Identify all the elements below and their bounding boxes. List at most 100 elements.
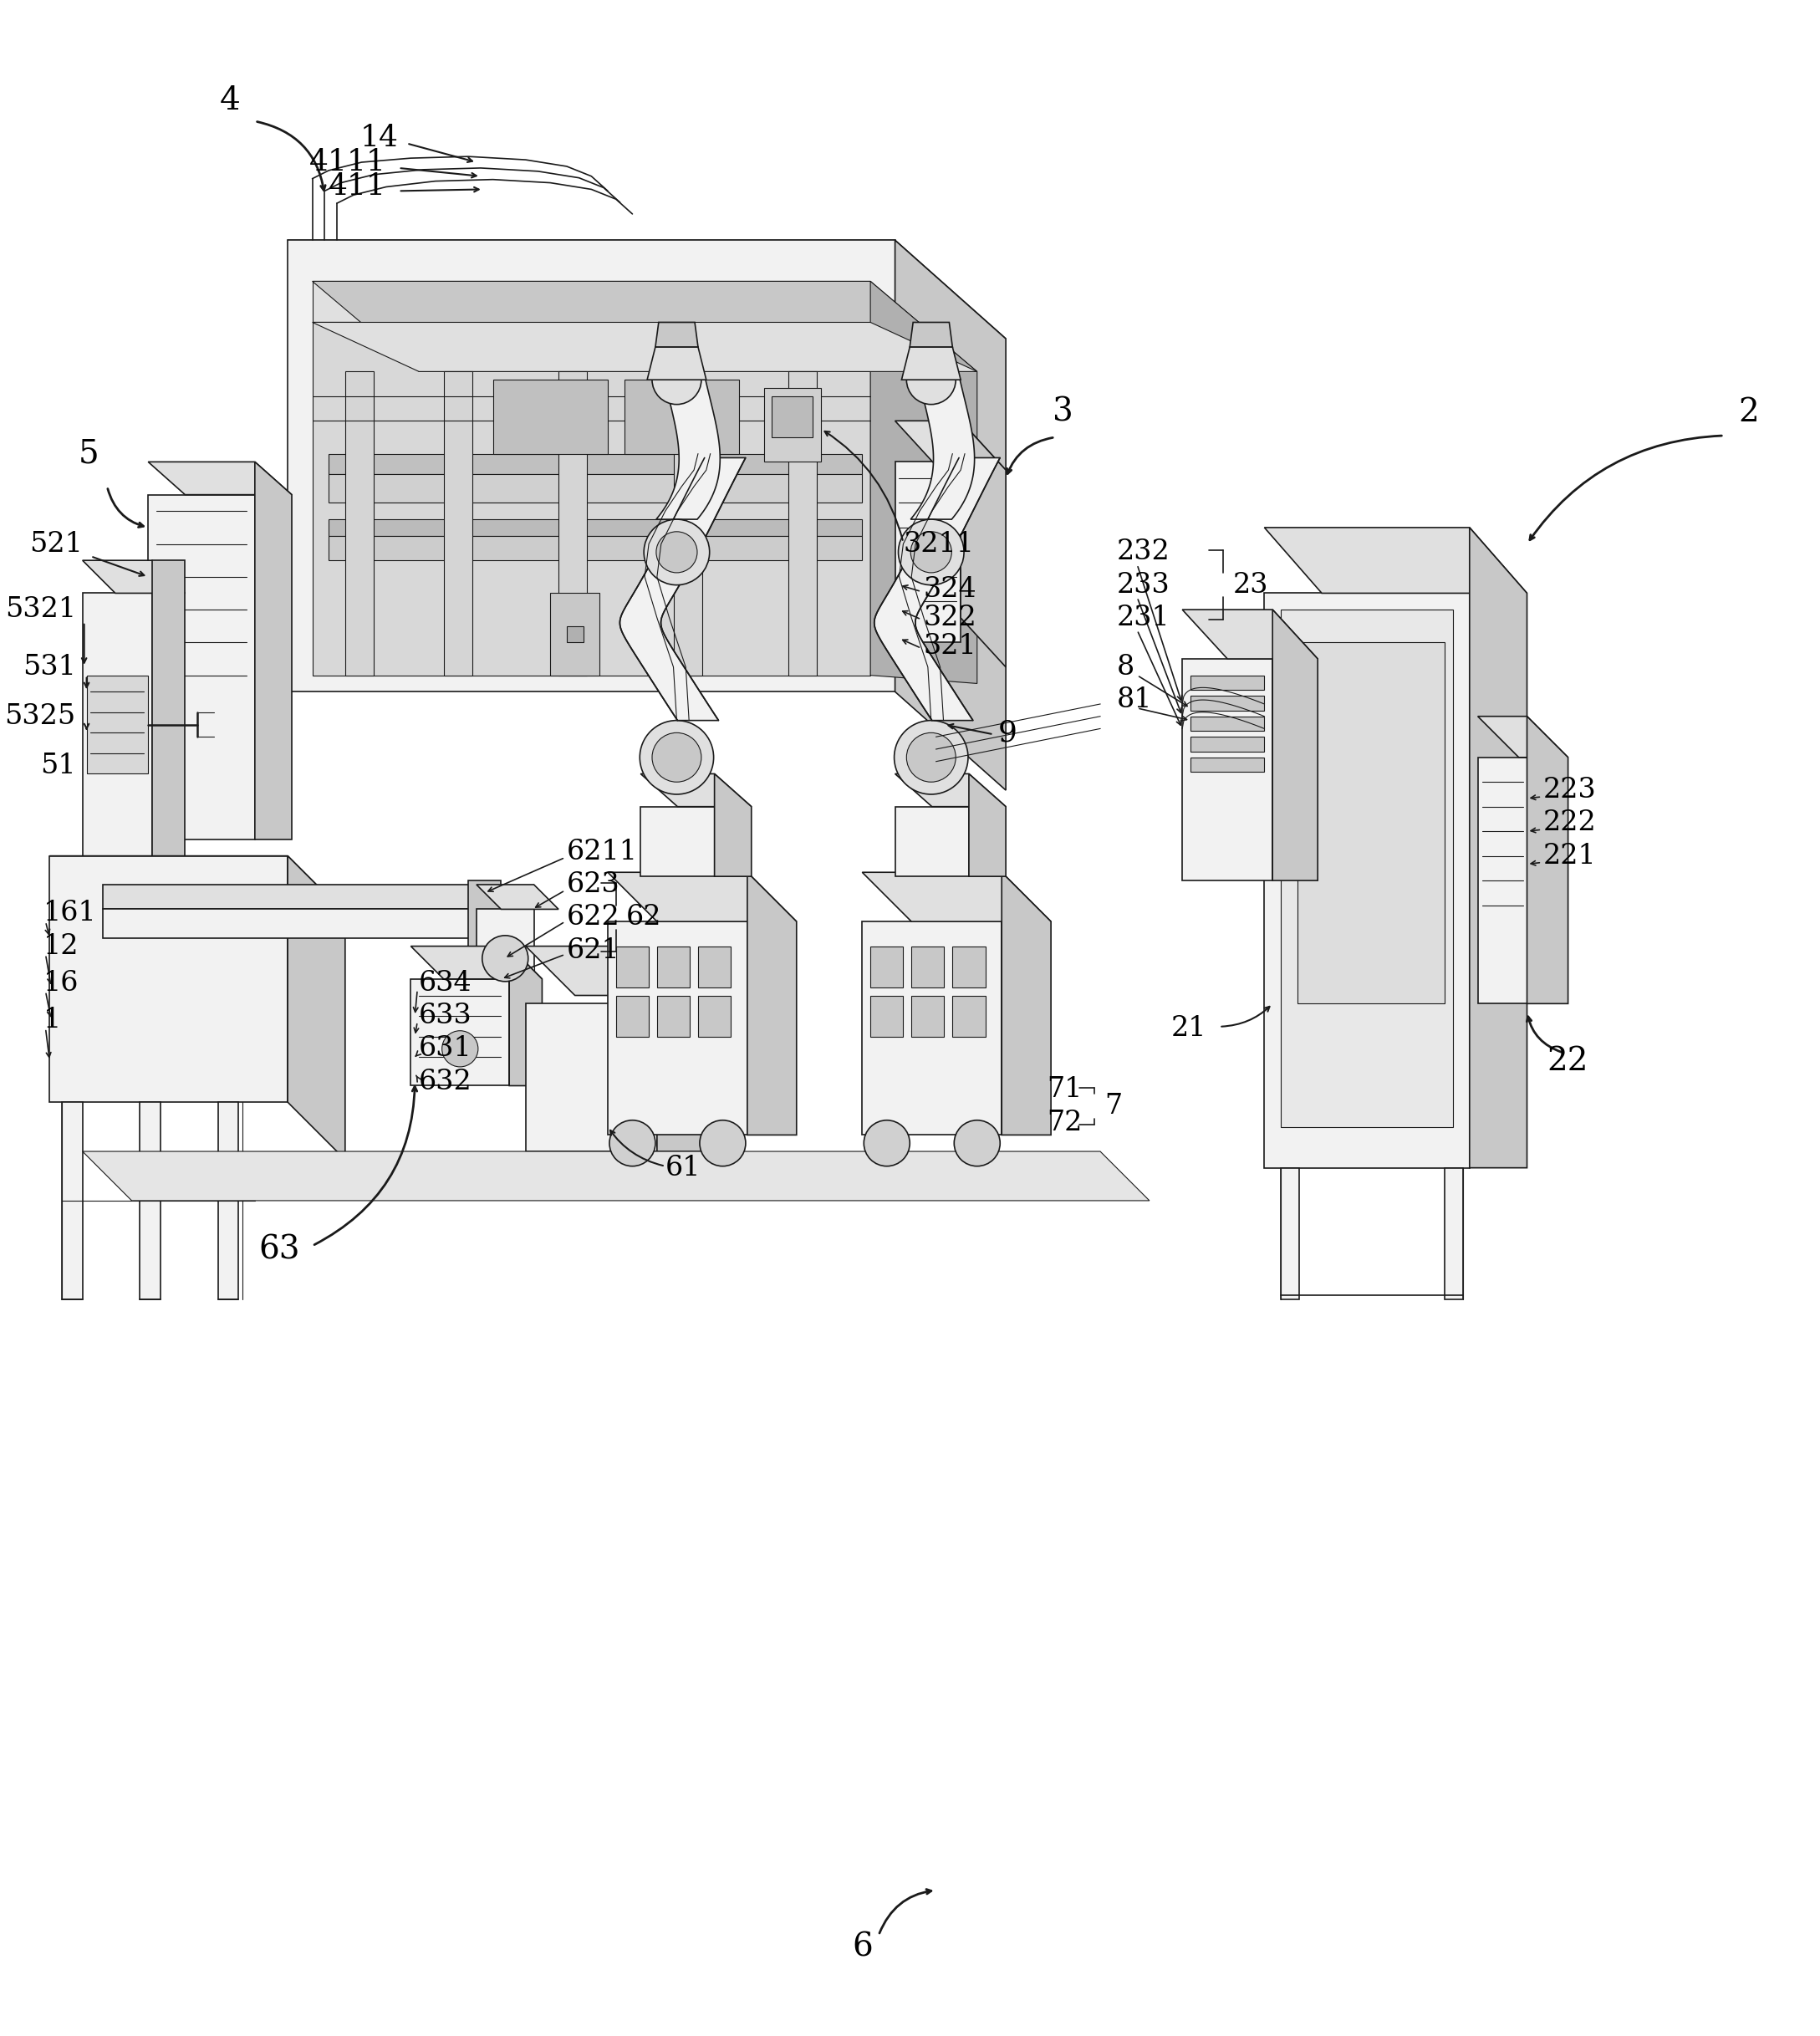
- Polygon shape: [153, 560, 186, 855]
- Polygon shape: [468, 880, 501, 947]
- Polygon shape: [566, 625, 582, 643]
- Polygon shape: [901, 346, 961, 381]
- Polygon shape: [313, 281, 870, 322]
- Text: 51: 51: [40, 751, 76, 780]
- Circle shape: [610, 1120, 655, 1167]
- Polygon shape: [641, 774, 752, 806]
- Circle shape: [906, 354, 955, 405]
- Polygon shape: [550, 592, 599, 676]
- Polygon shape: [255, 462, 291, 839]
- Text: 4111: 4111: [309, 149, 386, 177]
- Polygon shape: [1265, 527, 1527, 592]
- Polygon shape: [952, 996, 985, 1036]
- Text: 221: 221: [1543, 843, 1596, 869]
- Polygon shape: [748, 871, 797, 1134]
- Text: 16: 16: [44, 969, 78, 996]
- Polygon shape: [863, 871, 1050, 922]
- Polygon shape: [673, 371, 703, 676]
- Polygon shape: [895, 774, 1006, 806]
- Polygon shape: [329, 454, 863, 474]
- Polygon shape: [895, 421, 1006, 470]
- Polygon shape: [1190, 757, 1265, 772]
- Polygon shape: [1527, 717, 1569, 1004]
- Polygon shape: [313, 281, 977, 371]
- Circle shape: [652, 733, 701, 782]
- Text: 62: 62: [626, 904, 661, 930]
- Polygon shape: [863, 922, 1001, 1134]
- Polygon shape: [657, 371, 721, 519]
- Text: 161: 161: [44, 900, 96, 926]
- Polygon shape: [1183, 609, 1318, 660]
- Polygon shape: [874, 458, 999, 721]
- Polygon shape: [82, 1152, 1150, 1201]
- Polygon shape: [655, 322, 699, 346]
- Circle shape: [652, 354, 701, 405]
- Text: 321: 321: [925, 633, 977, 660]
- Polygon shape: [870, 281, 977, 684]
- Text: 61: 61: [666, 1154, 701, 1181]
- Polygon shape: [1272, 609, 1318, 880]
- Polygon shape: [444, 371, 473, 676]
- Polygon shape: [968, 774, 1006, 875]
- Text: 5: 5: [78, 438, 100, 468]
- Text: 231: 231: [1117, 605, 1170, 631]
- Polygon shape: [715, 774, 752, 875]
- Polygon shape: [657, 947, 706, 1152]
- Polygon shape: [608, 871, 797, 922]
- Polygon shape: [477, 884, 559, 910]
- Text: 222: 222: [1543, 810, 1596, 837]
- Text: 14: 14: [360, 124, 399, 153]
- Polygon shape: [526, 1004, 657, 1152]
- Polygon shape: [895, 240, 1006, 790]
- Polygon shape: [526, 947, 706, 996]
- Text: 631: 631: [419, 1036, 473, 1063]
- Polygon shape: [288, 855, 346, 1161]
- Polygon shape: [772, 397, 814, 438]
- Polygon shape: [1281, 609, 1452, 1126]
- Polygon shape: [1190, 676, 1265, 690]
- Polygon shape: [657, 996, 690, 1036]
- Text: 223: 223: [1543, 778, 1596, 804]
- Polygon shape: [657, 947, 690, 987]
- Polygon shape: [624, 381, 739, 454]
- Text: 322: 322: [925, 605, 977, 631]
- Text: 632: 632: [419, 1069, 473, 1095]
- Text: 63: 63: [258, 1234, 300, 1264]
- Text: 634: 634: [419, 969, 471, 996]
- Polygon shape: [1445, 1169, 1463, 1299]
- Polygon shape: [1190, 696, 1265, 711]
- Polygon shape: [147, 495, 255, 839]
- Text: 4: 4: [220, 86, 240, 116]
- Circle shape: [864, 1120, 910, 1167]
- Polygon shape: [1478, 717, 1569, 757]
- Polygon shape: [895, 462, 961, 643]
- Text: 7: 7: [1105, 1093, 1121, 1120]
- Text: 5321: 5321: [5, 597, 76, 623]
- Polygon shape: [49, 855, 288, 1101]
- Text: 232: 232: [1117, 540, 1170, 566]
- Text: 622: 622: [566, 904, 621, 930]
- Circle shape: [699, 1120, 746, 1167]
- Polygon shape: [346, 371, 373, 676]
- Polygon shape: [313, 322, 977, 371]
- Polygon shape: [411, 947, 542, 979]
- Circle shape: [482, 935, 528, 981]
- Text: 233: 233: [1117, 572, 1170, 599]
- Circle shape: [657, 531, 697, 572]
- Polygon shape: [788, 371, 817, 676]
- Polygon shape: [510, 947, 542, 1085]
- Text: 22: 22: [1547, 1047, 1589, 1077]
- Polygon shape: [147, 462, 291, 495]
- Polygon shape: [477, 910, 533, 987]
- Text: 623: 623: [566, 871, 621, 898]
- Polygon shape: [961, 421, 1006, 668]
- Polygon shape: [870, 947, 903, 987]
- Polygon shape: [1265, 592, 1469, 1169]
- Circle shape: [442, 1030, 479, 1067]
- Polygon shape: [1298, 643, 1445, 1004]
- Polygon shape: [288, 240, 895, 692]
- Polygon shape: [411, 979, 510, 1085]
- Polygon shape: [952, 947, 985, 987]
- Text: 521: 521: [29, 531, 82, 558]
- Text: 9: 9: [997, 719, 1017, 747]
